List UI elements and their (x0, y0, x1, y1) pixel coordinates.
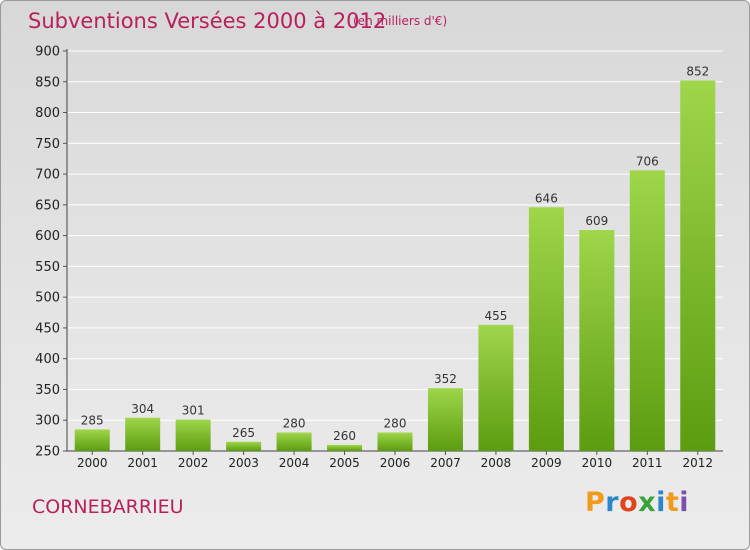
y-tick-label: 900 (35, 45, 60, 60)
y-tick-label: 850 (35, 75, 60, 90)
data-label: 280 (384, 417, 407, 431)
data-label: 301 (182, 404, 205, 418)
bars (74, 80, 716, 452)
y-tick-label: 400 (35, 352, 60, 367)
logo-letter: o (619, 487, 639, 518)
data-label: 280 (283, 417, 306, 431)
data-label: 609 (585, 214, 608, 228)
y-tick-label: 650 (35, 198, 60, 213)
bar (680, 80, 716, 452)
bar (478, 324, 514, 451)
x-tick-label: 2006 (380, 456, 411, 470)
logo-letter: x (638, 487, 657, 518)
data-labels: 285 304 301 265 280 260 280 352 455 646 609 706 852 (81, 65, 709, 443)
x-tick-label: 2004 (279, 456, 310, 470)
y-tick-label: 350 (35, 383, 60, 398)
y-tick-label: 600 (35, 229, 60, 244)
y-tick-label: 250 (35, 445, 60, 460)
x-tick-label: 2001 (127, 456, 158, 470)
x-tick-label: 2007 (430, 456, 461, 470)
x-tick-label: 2005 (329, 456, 360, 470)
y-tick-label: 450 (35, 321, 60, 336)
x-tick-label: 2012 (682, 456, 713, 470)
y-tick-labels: 250 300 350 400 450 500 550 600 650 700 750 800 850 9… (35, 45, 60, 460)
logo-letter: t (665, 487, 680, 518)
unit-note: (en milliers d'€) (353, 14, 448, 28)
y-tick-label: 700 (35, 168, 60, 183)
logo-letter: P (585, 487, 606, 518)
y-tick-label: 750 (35, 137, 60, 152)
data-label: 304 (131, 402, 154, 416)
data-label: 285 (81, 413, 104, 427)
y-tick-label: 500 (35, 291, 60, 306)
y-tick-label: 800 (35, 106, 60, 121)
bar (276, 432, 312, 451)
bar (579, 230, 615, 451)
bar (629, 170, 665, 451)
x-tick-labels: 2000 2001 2002 2003 2004 2005 2006 2007 2008 2009… (77, 451, 713, 470)
x-tick-label: 2002 (178, 456, 209, 470)
grid-lines (63, 50, 723, 452)
bar (226, 441, 262, 451)
logo-letter: i (656, 487, 666, 518)
x-tick-label: 2010 (582, 456, 613, 470)
data-label: 646 (535, 191, 558, 205)
bar (125, 417, 161, 451)
x-tick-label: 2003 (228, 456, 259, 470)
x-tick-label: 2000 (77, 456, 108, 470)
data-label: 352 (434, 372, 457, 386)
logo-letter: r (605, 487, 620, 518)
y-tick-label: 550 (35, 260, 60, 275)
data-label: 455 (484, 309, 507, 323)
logo-letter: i (679, 487, 690, 518)
commune-name: CORNEBARRIEU (32, 496, 184, 518)
axes (66, 49, 723, 452)
chart-title: Subventions Versées 2000 à 2012 (28, 9, 387, 33)
data-label: 706 (636, 154, 659, 168)
bar (175, 419, 211, 451)
data-label: 852 (686, 65, 709, 79)
x-tick-label: 2008 (481, 456, 512, 470)
data-label: 260 (333, 429, 356, 443)
proxiti-logo[interactable]: Proxiti (585, 487, 689, 518)
bar (528, 207, 564, 451)
bar (427, 388, 463, 451)
bar (377, 432, 413, 451)
data-label: 265 (232, 426, 255, 440)
x-tick-label: 2011 (632, 456, 663, 470)
x-tick-label: 2009 (531, 456, 562, 470)
y-tick-label: 300 (35, 414, 60, 429)
bar (327, 444, 363, 451)
bar (74, 429, 110, 451)
